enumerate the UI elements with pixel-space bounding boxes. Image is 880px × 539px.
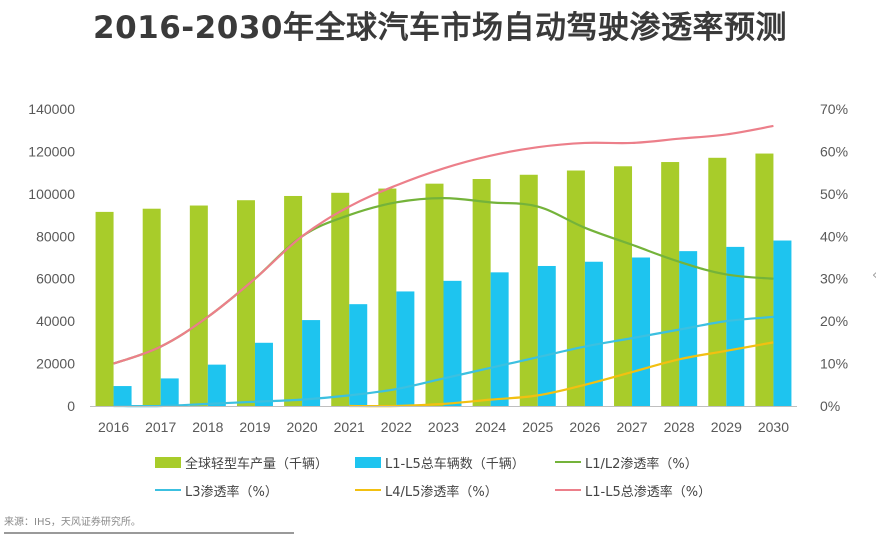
left-axis-tick-label: 60000 <box>36 271 75 287</box>
bar-l1l5-vehicles-2025 <box>537 265 556 406</box>
left-axis-tick-label: 140000 <box>28 101 75 117</box>
legend: 全球轻型车产量（千辆） L1-L5总车辆数（千辆） L1/L2渗透率（%） L3… <box>155 448 755 504</box>
x-axis-tick-label: 2028 <box>664 419 695 435</box>
x-axis-tick-label: 2025 <box>522 419 553 435</box>
x-axis-tick-label: 2021 <box>334 419 365 435</box>
bar-production-2028 <box>661 162 680 406</box>
bar-production-2016 <box>95 211 114 406</box>
bar-production-2020 <box>284 195 303 406</box>
bar-l1l5-vehicles-2027 <box>632 257 651 406</box>
legend-swatch-l1l5-total <box>555 489 581 491</box>
bar-l1l5-vehicles-2020 <box>302 320 321 406</box>
left-axis-tick-label: 80000 <box>36 228 75 244</box>
bar-l1l5-vehicles-2024 <box>490 272 509 406</box>
legend-label: L1-L5总车辆数（千辆） <box>385 456 525 472</box>
bar-production-2019 <box>236 200 255 406</box>
x-axis-tick-label: 2030 <box>758 419 789 435</box>
left-axis-tick-label: 100000 <box>28 186 75 202</box>
right-axis-tick-label: 50% <box>820 186 848 202</box>
x-axis-tick-label: 2024 <box>475 419 506 435</box>
legend-item-l1l2: L1/L2渗透率（%） <box>555 453 698 472</box>
left-axis-tick-label: 120000 <box>28 143 75 159</box>
bar-l1l5-vehicles-2019 <box>254 342 273 406</box>
line-l4l5 <box>349 341 774 408</box>
legend-label: L3渗透率（%） <box>185 484 278 500</box>
source-note: 来源：IHS，天风证券研究所。 <box>4 517 141 528</box>
legend-item-l1l5-total: L1-L5总渗透率（%） <box>555 481 711 500</box>
legend-label: L4/L5渗透率（%） <box>385 484 498 500</box>
right-axis-tick-label: 70% <box>820 101 848 117</box>
right-axis-tick-label: 40% <box>820 228 848 244</box>
x-axis-tick-label: 2027 <box>616 419 647 435</box>
bar-l1l5-vehicles-2016 <box>113 386 132 406</box>
bar-production-2027 <box>614 166 633 406</box>
left-axis-tick-label: 0 <box>67 398 75 414</box>
x-axis-tick-label: 2023 <box>428 419 459 435</box>
right-axis-ticks: 0% 10% 20% 30% 40% 50% 60% 70% <box>820 101 848 414</box>
legend-swatch-l4l5 <box>355 489 381 491</box>
bar-production-2030 <box>755 153 774 406</box>
legend-swatch-l1l2 <box>555 461 581 463</box>
legend-item-l3: L3渗透率（%） <box>155 481 355 500</box>
bar-production-2029 <box>708 157 727 406</box>
x-axis-tick-label: 2020 <box>287 419 318 435</box>
bar-l1l5-vehicles-2030 <box>773 240 792 406</box>
bar-production-2021 <box>331 192 350 406</box>
bar-l1l5-vehicles-2023 <box>443 280 462 406</box>
left-axis-tick-label: 40000 <box>36 313 75 329</box>
legend-swatch-l1l5-vehicles <box>355 456 381 468</box>
legend-swatch-production <box>155 456 181 468</box>
bar-production-2024 <box>472 179 491 406</box>
right-axis-tick-label: 30% <box>820 271 848 287</box>
bar-l1l5-vehicles-2021 <box>349 304 368 406</box>
legend-item-l4l5: L4/L5渗透率（%） <box>355 481 555 500</box>
bar-production-2025 <box>519 174 538 406</box>
chart-title: 2016-2030年全球汽车市场自动驾驶渗透率预测 <box>93 10 787 46</box>
lines-layer <box>113 124 774 408</box>
x-axis-ticks: 2016 2017 2018 2019 2020 2021 2022 2023 2024 2025… <box>98 419 789 435</box>
legend-swatch-l3 <box>155 489 181 491</box>
bar-l1l5-vehicles-2017 <box>160 378 179 406</box>
bar-production-2018 <box>189 205 208 406</box>
right-axis-tick-label: 10% <box>820 356 848 372</box>
bar-l1l5-vehicles-2022 <box>396 291 415 406</box>
carousel-prev-icon[interactable]: ‹ <box>0 268 1 283</box>
x-axis-tick-label: 2017 <box>145 419 176 435</box>
left-axis-tick-label: 20000 <box>36 356 75 372</box>
x-axis-tick-label: 2022 <box>381 419 412 435</box>
right-axis-tick-label: 20% <box>820 313 848 329</box>
bar-production-2017 <box>142 208 161 406</box>
legend-label: 全球轻型车产量（千辆） <box>185 456 329 472</box>
bar-production-2022 <box>378 188 397 406</box>
x-axis-tick-label: 2018 <box>192 419 223 435</box>
legend-item-production: 全球轻型车产量（千辆） <box>155 453 355 472</box>
bar-production-2023 <box>425 183 444 406</box>
legend-label: L1-L5总渗透率（%） <box>585 484 712 500</box>
source-divider <box>4 532 294 534</box>
bar-production-2026 <box>566 170 585 406</box>
right-axis-tick-label: 60% <box>820 143 848 159</box>
bar-l1l5-vehicles-2029 <box>726 246 745 406</box>
left-axis-ticks: 0 20000 40000 60000 80000 100000 120000 140000 <box>28 101 75 414</box>
bars-layer <box>95 153 792 406</box>
legend-item-l1l5-vehicles: L1-L5总车辆数（千辆） <box>355 453 555 472</box>
legend-label: L1/L2渗透率（%） <box>585 456 698 472</box>
bar-l1l5-vehicles-2026 <box>584 261 603 406</box>
x-axis-tick-label: 2016 <box>98 419 129 435</box>
x-axis-tick-label: 2019 <box>239 419 270 435</box>
carousel-next-icon[interactable]: ‹ <box>872 268 878 283</box>
right-axis-tick-label: 0% <box>820 398 840 414</box>
bar-l1l5-vehicles-2018 <box>207 364 226 406</box>
x-axis-tick-label: 2029 <box>711 419 742 435</box>
x-axis-tick-label: 2026 <box>569 419 600 435</box>
